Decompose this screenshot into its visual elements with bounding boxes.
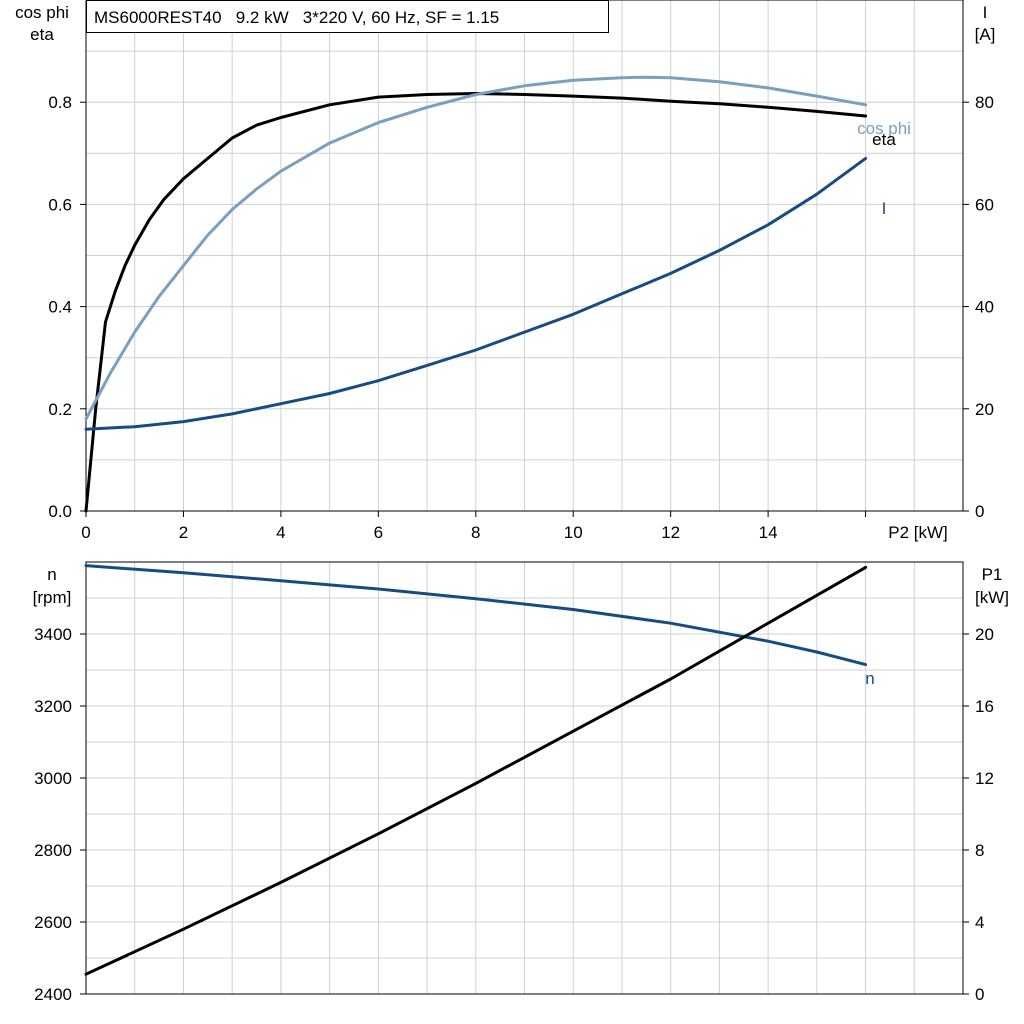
chart-title: MS6000REST40 9.2 kW 3*220 V, 60 Hz, SF =…	[94, 8, 499, 27]
right-axis-tick-label: 8	[975, 841, 984, 860]
bottom-grid	[86, 562, 963, 994]
left-axis-tick-label: 0.4	[48, 298, 72, 317]
x-axis-tick-label: 14	[759, 523, 778, 542]
right-axis-tick-label: 80	[975, 93, 994, 112]
bottom-axis-ticks: 2400 2600 2800 3000 3200 3400 0 4 8 12 16 20	[34, 625, 994, 1004]
left-axis-tick-label: 2400	[34, 985, 72, 1004]
right-axis-tick-label: 16	[975, 697, 994, 716]
bottom-left-axis-label-1: n	[47, 565, 56, 584]
left-axis-tick-label: 3400	[34, 625, 72, 644]
right-axis-tick-label: 0	[975, 985, 984, 1004]
left-axis-tick-label: 0.2	[48, 400, 72, 419]
x-axis-tick-label: 10	[564, 523, 583, 542]
left-axis-tick-label: 0.8	[48, 93, 72, 112]
series-label-speed: n	[865, 669, 874, 688]
left-axis-tick-label: 2600	[34, 913, 72, 932]
top-left-axis-label-2: eta	[30, 25, 54, 44]
series-line-cos-phi	[84, 75, 868, 421]
right-axis-tick-label: 60	[975, 195, 994, 214]
top-left-axis-label-1: cos phi	[15, 3, 69, 22]
x-axis-tick-label: 2	[179, 523, 188, 542]
right-axis-tick-label: 0	[975, 502, 984, 521]
bottom-right-axis-label-1: P1	[982, 565, 1003, 584]
right-axis-tick-label: 20	[975, 625, 994, 644]
right-axis-tick-label: 12	[975, 769, 994, 788]
x-axis-tick-label: 8	[471, 523, 480, 542]
right-axis-tick-label: 4	[975, 913, 984, 932]
series-line-i	[84, 156, 868, 431]
series-line-eta	[84, 92, 868, 513]
x-axis-tick-label: 12	[661, 523, 680, 542]
bottom-panel: 2400 2600 2800 3000 3200 3400 0 4 8 12 16 20 n [rpm…	[33, 561, 1009, 1004]
top-panel: 0.0 0.2 0.4 0.6 0.8 0 20 40 60 80 0 2 4 6 8 10 12 14 cos …	[15, 0, 995, 542]
x-axis-tick-label: 6	[374, 523, 383, 542]
chart-title-box	[86, 0, 609, 33]
top-series	[84, 75, 868, 513]
series-label-cos-phi: cos phi	[857, 119, 911, 138]
left-axis-tick-label: 0.6	[48, 195, 72, 214]
left-axis-tick-label: 3000	[34, 769, 72, 788]
right-axis-tick-label: 20	[975, 400, 994, 419]
top-right-axis-label-1: I	[983, 3, 988, 22]
top-axis-ticks: 0.0 0.2 0.4 0.6 0.8 0 20 40 60 80 0 2 4 6 8 10 12 14	[48, 93, 994, 542]
left-axis-tick-label: 0.0	[48, 502, 72, 521]
left-axis-tick-label: 3200	[34, 697, 72, 716]
bottom-right-axis-label-2: [kW]	[975, 588, 1009, 607]
right-axis-tick-label: 40	[975, 298, 994, 317]
x-axis-label: P2 [kW]	[888, 523, 948, 542]
bottom-series	[84, 564, 868, 976]
left-axis-tick-label: 2800	[34, 841, 72, 860]
series-label-current: I	[882, 199, 887, 218]
x-axis-tick-label: 4	[276, 523, 285, 542]
top-grid	[86, 0, 963, 511]
top-plot-frame	[85, 0, 964, 512]
series-label-eta: eta	[872, 130, 896, 149]
bottom-left-axis-label-2: [rpm]	[33, 588, 72, 607]
series-line-n	[84, 564, 868, 667]
series-line-p1	[84, 565, 868, 976]
top-right-axis-label-2: [A]	[975, 25, 996, 44]
x-axis-tick-label: 0	[81, 523, 90, 542]
